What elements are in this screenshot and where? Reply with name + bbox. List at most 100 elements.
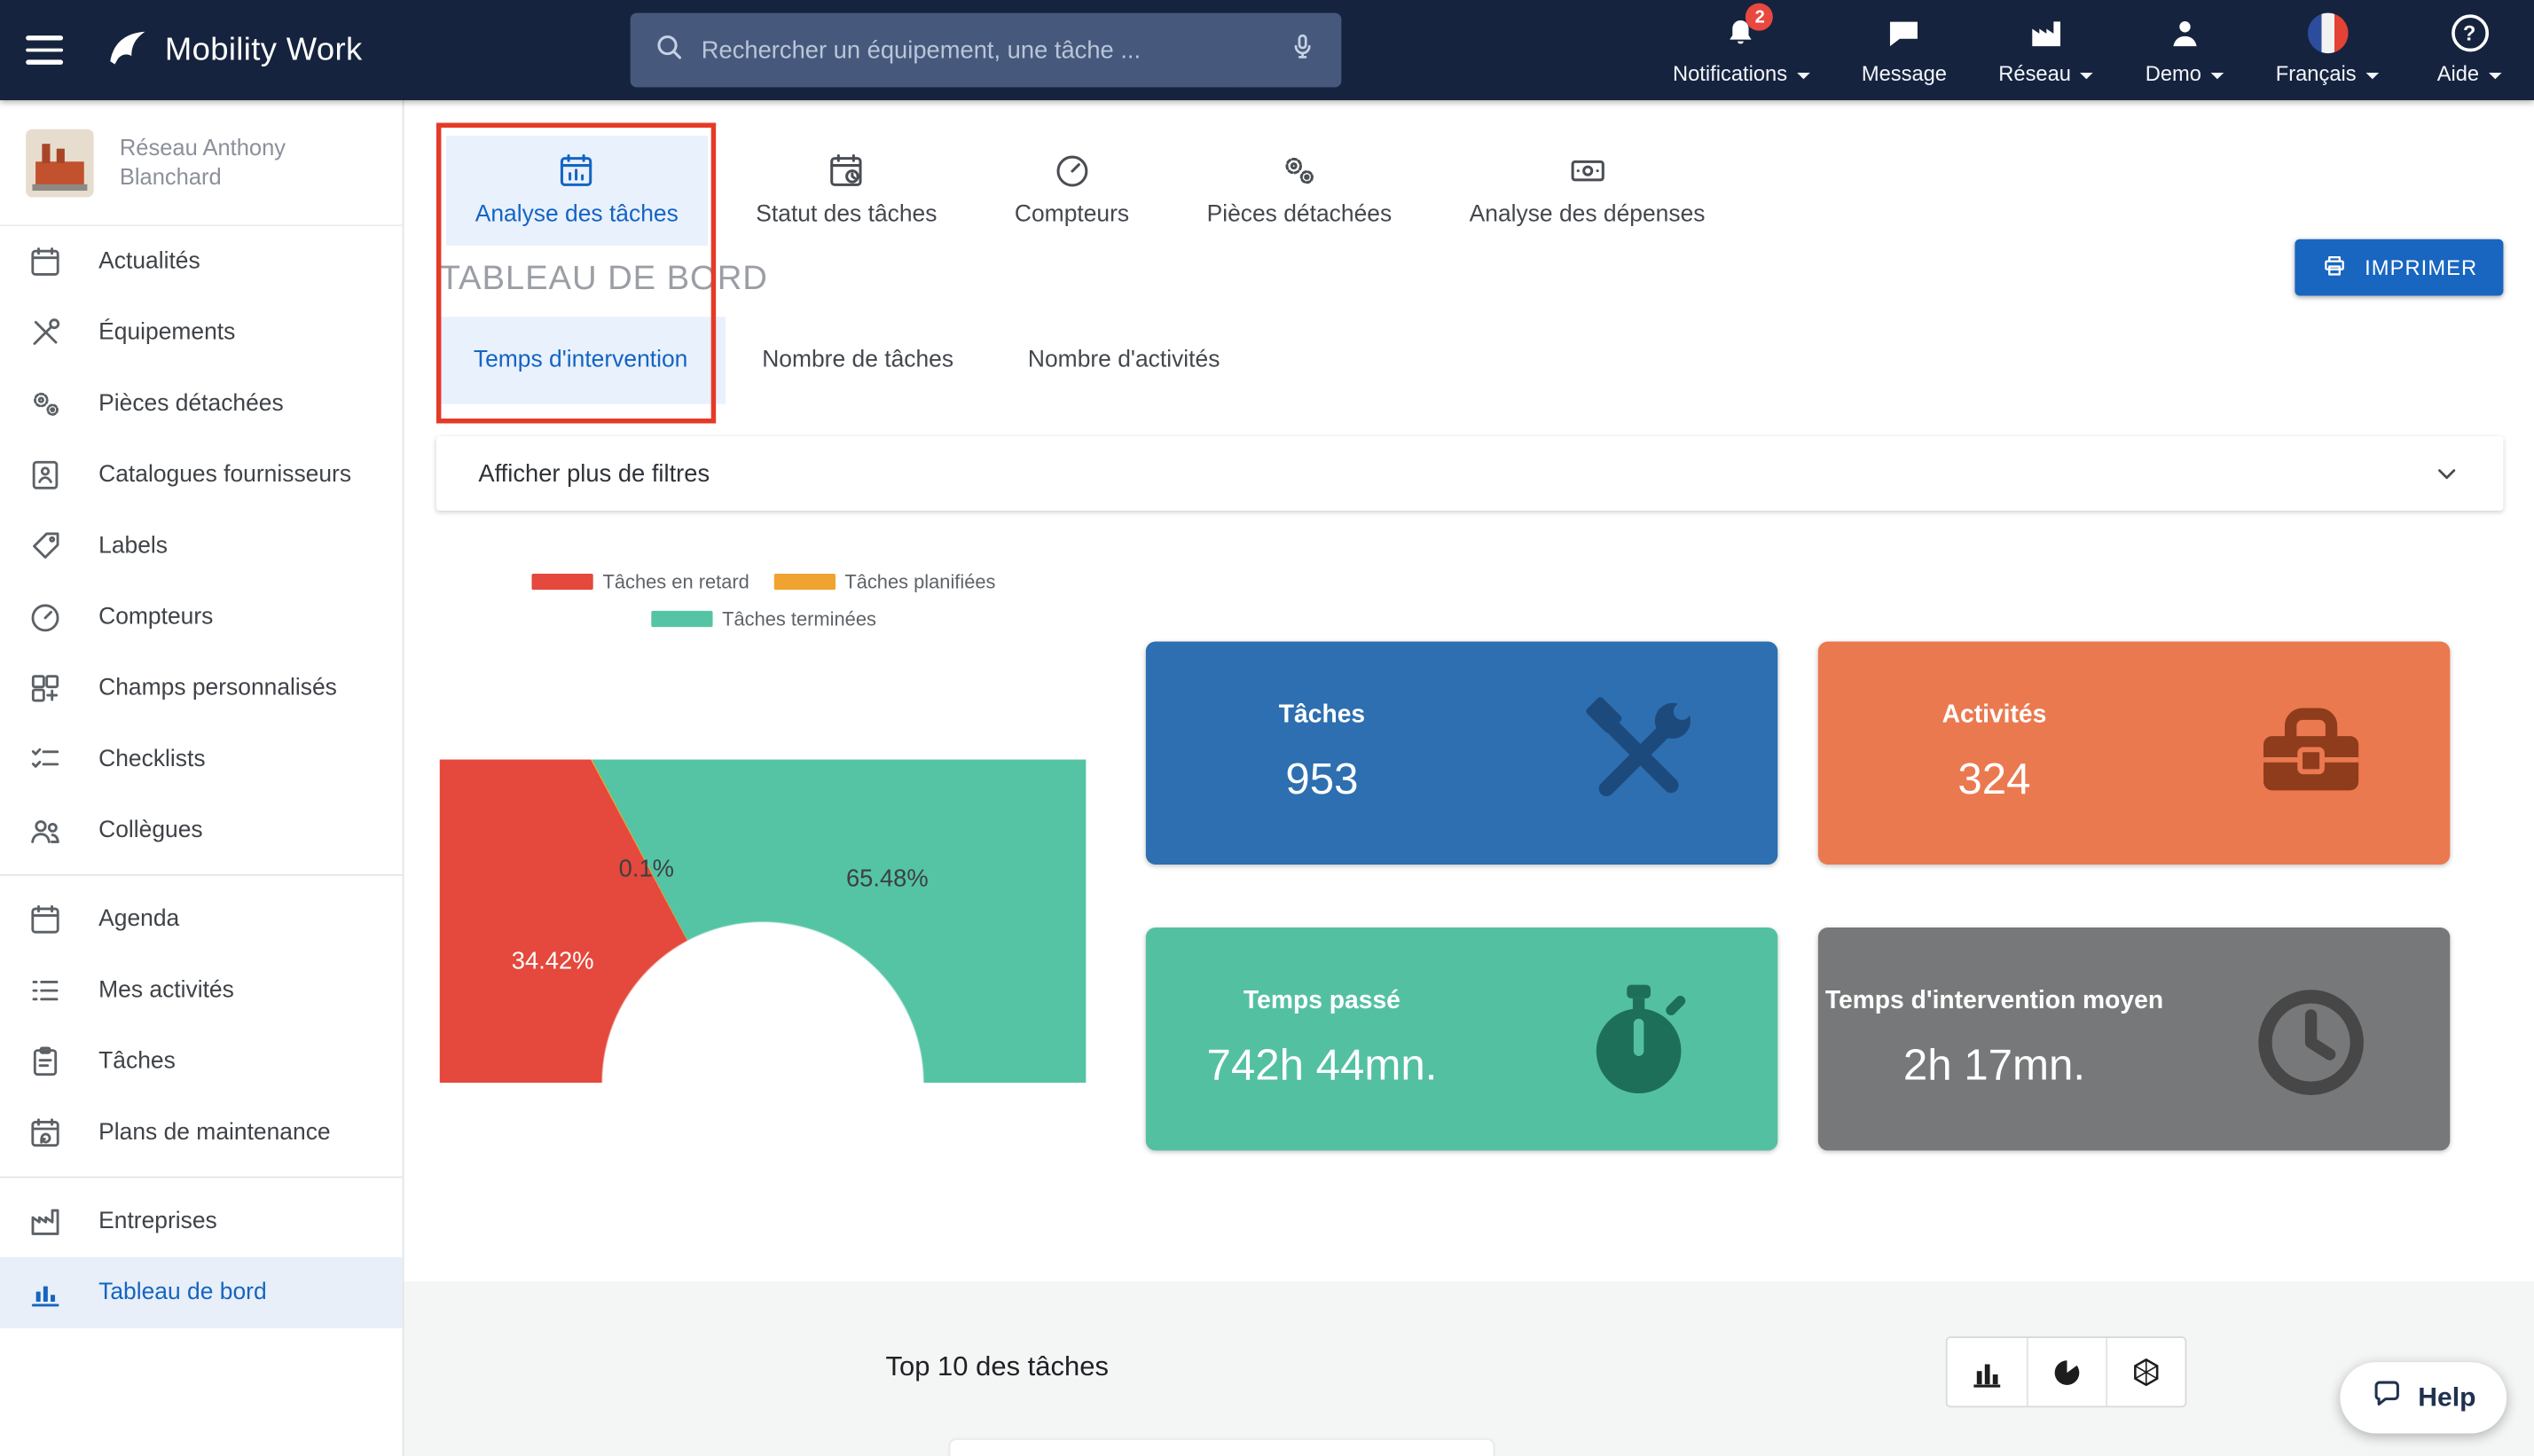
tab-statut-des-taches[interactable]: Statut des tâches <box>726 136 966 246</box>
stat-card-activites: Activités 324 <box>1817 641 2451 865</box>
pie-chart-toggle[interactable] <box>2026 1337 2106 1406</box>
help-button[interactable]: Help <box>2340 1362 2507 1434</box>
sidebar-item-plans-maintenance[interactable]: Plans de maintenance <box>0 1097 403 1168</box>
brand-logo[interactable]: Mobility Work <box>104 0 363 100</box>
user-menu[interactable]: Demo <box>2146 12 2224 86</box>
stat-card-temps-passe: Temps passé 742h 44mn. <box>1145 928 1778 1151</box>
microphone-icon[interactable] <box>1286 30 1318 71</box>
chart-type-toggles <box>1945 1336 2187 1408</box>
sidebar-item-label: Mes activités <box>98 977 234 1004</box>
pie-chart-icon <box>2054 1359 2080 1385</box>
topbar-actions: 2 Notifications Message Réseau <box>1673 3 2508 86</box>
legend-item-terminees[interactable]: Tâches terminées <box>650 607 876 630</box>
french-flag-icon <box>2307 12 2348 54</box>
user-label: Demo <box>2145 61 2201 86</box>
sidebar-item-label: Compteurs <box>98 604 214 630</box>
language-label: Français <box>2275 61 2357 86</box>
toolbox-icon <box>2170 685 2450 821</box>
gauge-arc <box>439 759 1087 1084</box>
speech-bubble-icon <box>2371 1378 2403 1419</box>
sidebar: Réseau Anthony Blanchard Actualités Équi… <box>0 99 404 1456</box>
sidebar-item-entreprises[interactable]: Entreprises <box>0 1186 403 1257</box>
dashboard-tabs: Analyse des tâches Statut des tâches Com… <box>445 136 1734 247</box>
mesh-chart-toggle[interactable] <box>2106 1337 2185 1406</box>
sidebar-item-tableau-de-bord[interactable]: Tableau de bord <box>0 1256 403 1329</box>
chevron-down-icon <box>2210 72 2224 79</box>
gears-icon <box>27 387 63 422</box>
sidebar-item-taches[interactable]: Tâches <box>0 1026 403 1097</box>
sidebar-item-label: Équipements <box>98 319 236 346</box>
legend-item-retard[interactable]: Tâches en retard <box>531 570 749 593</box>
message-label: Message <box>1861 61 1947 86</box>
chat-icon <box>1885 12 1924 55</box>
stopwatch-icon <box>1498 971 1777 1107</box>
section-title: Top 10 des tâches <box>885 1350 1109 1382</box>
sidebar-item-actualites[interactable]: Actualités <box>0 226 403 297</box>
stat-card-title: Tâches <box>1278 701 1366 729</box>
message-menu[interactable]: Message <box>1862 12 1947 86</box>
sidebar-item-mes-activites[interactable]: Mes activités <box>0 955 403 1026</box>
menu-icon[interactable] <box>26 31 67 70</box>
chevron-down-icon <box>1796 72 1810 79</box>
chevron-down-icon <box>2365 72 2380 79</box>
notifications-menu[interactable]: 2 Notifications <box>1673 3 1810 86</box>
question-mark-icon <box>2451 14 2489 52</box>
print-button-label: IMPRIMER <box>2365 254 2478 280</box>
stat-card-value: 953 <box>1285 755 1359 804</box>
global-search <box>630 12 1342 88</box>
sidebar-item-collegues[interactable]: Collègues <box>0 795 403 866</box>
sidebar-item-label: Catalogues fournisseurs <box>98 462 352 489</box>
network-name: Réseau Anthony Blanchard <box>119 134 286 189</box>
bar-chart-icon <box>1973 1363 2001 1387</box>
stat-card-title: Activités <box>1942 701 2047 729</box>
tab-compteurs[interactable]: Compteurs <box>985 136 1158 246</box>
help-button-label: Help <box>2418 1382 2476 1412</box>
network-profile[interactable]: Réseau Anthony Blanchard <box>0 100 403 227</box>
sidebar-item-equipements[interactable]: Équipements <box>0 297 403 368</box>
subtab-nombre-activites[interactable]: Nombre d'activités <box>1027 347 1220 373</box>
tab-label: Analyse des tâches <box>475 201 679 228</box>
topbar: Mobility Work 2 Notifications <box>0 0 2534 100</box>
custom-fields-icon <box>27 670 63 706</box>
search-input[interactable] <box>701 36 1271 64</box>
subtab-nombre-de-taches[interactable]: Nombre de tâches <box>762 347 954 373</box>
tag-icon <box>27 528 63 564</box>
chart-legend: Tâches en retard Tâches planifiées Tâche… <box>436 570 1091 630</box>
people-icon <box>27 813 63 849</box>
person-icon <box>2165 12 2204 55</box>
sidebar-item-champs-personnalises[interactable]: Champs personnalisés <box>0 653 403 724</box>
sidebar-item-label: Entreprises <box>98 1209 217 1235</box>
chevron-down-icon <box>2489 72 2502 79</box>
legend-swatch <box>531 573 593 591</box>
sidebar-item-catalogues[interactable]: Catalogues fournisseurs <box>0 440 403 511</box>
legend-swatch <box>773 573 836 591</box>
sidebar-item-label: Agenda <box>98 906 180 933</box>
sidebar-item-labels[interactable]: Labels <box>0 511 403 582</box>
tab-analyse-des-taches[interactable]: Analyse des tâches <box>445 136 708 247</box>
gauge-value-terminees: 65.48% <box>845 865 929 893</box>
print-button[interactable]: IMPRIMER <box>2295 239 2504 296</box>
tools-icon <box>27 315 63 350</box>
notifications-badge: 2 <box>1746 3 1774 31</box>
tab-pieces-detachees[interactable]: Pièces détachées <box>1178 136 1421 246</box>
network-menu[interactable]: Réseau <box>1998 12 2094 86</box>
sidebar-item-label: Actualités <box>98 248 200 275</box>
language-menu[interactable]: Français <box>2275 12 2380 86</box>
sidebar-item-checklists[interactable]: Checklists <box>0 724 403 795</box>
mesh-chart-icon <box>2134 1358 2159 1387</box>
help-menu[interactable]: Aide <box>2430 12 2507 86</box>
legend-label: Tâches en retard <box>602 570 749 593</box>
legend-item-planifiees[interactable]: Tâches planifiées <box>773 570 995 593</box>
clock-icon <box>2170 971 2450 1107</box>
activity-list-icon <box>27 973 63 1008</box>
tab-analyse-des-depenses[interactable]: Analyse des dépenses <box>1440 136 1734 246</box>
sidebar-item-label: Tableau de bord <box>98 1280 267 1306</box>
news-calendar-icon <box>27 244 63 279</box>
sidebar-item-agenda[interactable]: Agenda <box>0 884 403 955</box>
sidebar-item-compteurs[interactable]: Compteurs <box>0 582 403 653</box>
sidebar-item-pieces-detachees[interactable]: Pièces détachées <box>0 369 403 440</box>
more-filters-toggle[interactable]: Afficher plus de filtres <box>435 436 2504 511</box>
subtab-temps-intervention[interactable]: Temps d'intervention <box>435 317 726 404</box>
bar-chart-toggle[interactable] <box>1947 1337 2027 1406</box>
legend-label: Tâches terminées <box>722 607 876 630</box>
